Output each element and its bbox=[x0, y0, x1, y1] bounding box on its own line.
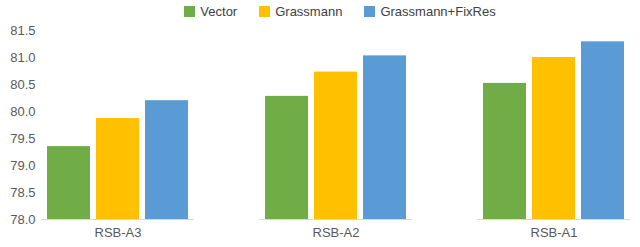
svg-text:80.5: 80.5 bbox=[10, 77, 35, 92]
svg-text:RSB-A2: RSB-A2 bbox=[313, 225, 360, 240]
svg-text:RSB-A3: RSB-A3 bbox=[95, 225, 142, 240]
html-text:Grassmann+FixRes: Grassmann+FixRes bbox=[380, 3, 496, 19]
svg-text:79.0: 79.0 bbox=[10, 158, 35, 173]
svg-text:78.0: 78.0 bbox=[10, 212, 35, 227]
html-text:Grassmann: Grassmann bbox=[275, 3, 343, 19]
svg-text:80.0: 80.0 bbox=[10, 104, 35, 119]
svg-text:81.5: 81.5 bbox=[10, 23, 35, 38]
svg-text:78.5: 78.5 bbox=[10, 185, 35, 200]
svg-text:81.0: 81.0 bbox=[10, 50, 35, 65]
html-text:Vector: Vector bbox=[200, 3, 238, 19]
svg-text:RSB-A1: RSB-A1 bbox=[531, 225, 578, 240]
svg-text:79.5: 79.5 bbox=[10, 131, 35, 146]
